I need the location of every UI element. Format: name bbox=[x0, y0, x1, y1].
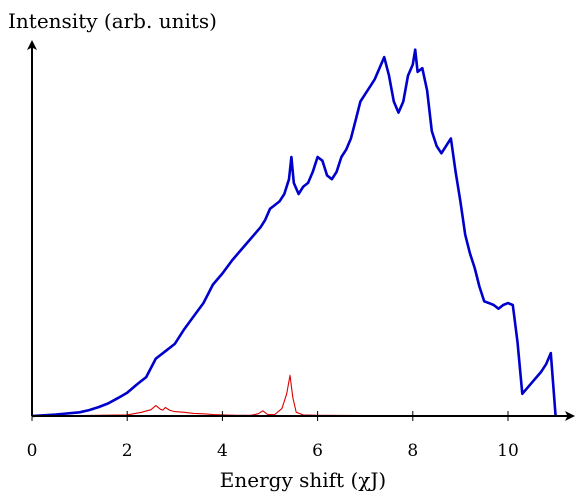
x-tick-label: 2 bbox=[122, 441, 133, 461]
series-line-0 bbox=[31, 48, 557, 418]
x-tick-label: 0 bbox=[27, 441, 38, 461]
x-tick-label: 10 bbox=[497, 441, 519, 461]
x-tick-label: 8 bbox=[407, 441, 418, 461]
x-tick-label: 4 bbox=[217, 441, 228, 461]
x-ticks: 0 2 4 6 8 10 bbox=[27, 411, 519, 461]
x-tick-label: 6 bbox=[312, 441, 323, 461]
y-axis-title: Intensity (arb. units) bbox=[8, 9, 217, 33]
series-layer bbox=[31, 48, 557, 418]
series-line-1 bbox=[31, 374, 556, 417]
x-axis-title: Energy shift (χJ) bbox=[220, 468, 386, 492]
